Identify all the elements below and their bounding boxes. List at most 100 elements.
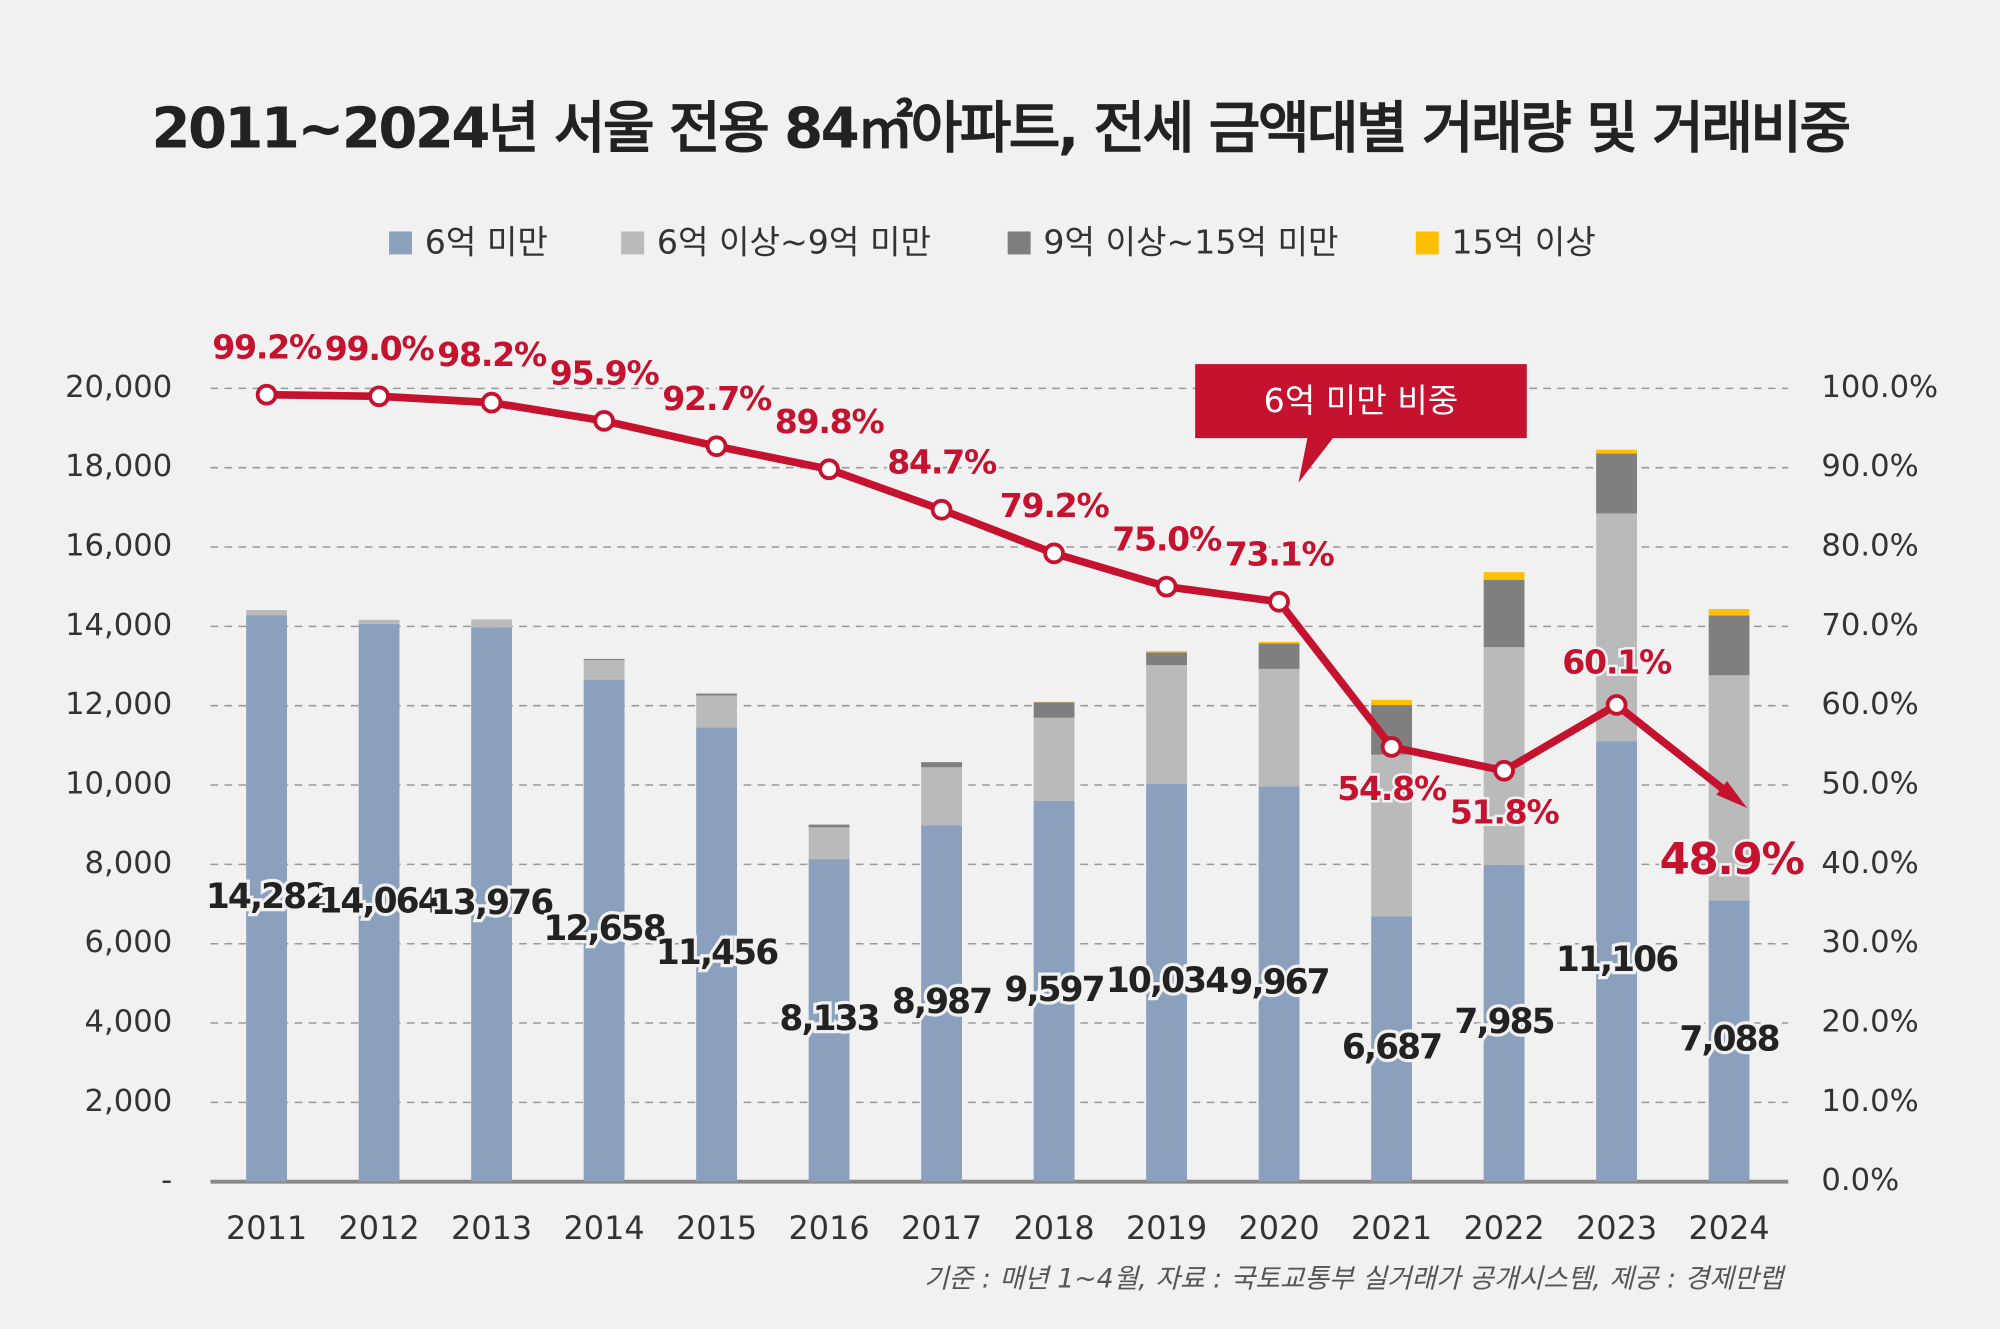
bar-segment [358, 619, 400, 624]
line-value-label: 73.1% [1225, 534, 1335, 573]
value-label: 7,985 [1454, 1002, 1553, 1042]
y-tick-label: 2,000 [85, 1084, 173, 1119]
y2-tick-label: 80.0% [1821, 529, 1918, 564]
line-value-label: 54.8% [1337, 769, 1447, 808]
line-point [705, 435, 728, 458]
line-value-label: 99.0% [325, 329, 435, 368]
y-tick-label: 4,000 [85, 1005, 173, 1040]
line-arrow [1716, 781, 1748, 808]
y2-tick-label: 10.0% [1821, 1084, 1918, 1119]
line-value-label: 98.2% [437, 335, 547, 374]
value-label: 11,456 [656, 933, 778, 973]
callout-text: 6억 미만 비중 [1264, 381, 1459, 420]
y-tick-label: 16,000 [65, 529, 172, 564]
legend-swatch [1415, 231, 1439, 255]
bar-segment [1258, 643, 1300, 669]
x-tick-label: 2020 [1239, 1209, 1320, 1247]
bar-segment [1596, 741, 1637, 1182]
line-value-label: 84.7% [887, 442, 997, 481]
line-point [1493, 759, 1515, 782]
bar-segment [1258, 668, 1300, 787]
y2-tick-label: 90.0% [1821, 449, 1918, 484]
bar-segment [808, 824, 850, 828]
line-point [1605, 694, 1628, 716]
value-label: 6,687 [1342, 1028, 1441, 1068]
y2-tick-label: 60.0% [1821, 687, 1918, 722]
bar-segment [358, 623, 400, 1182]
y2-tick-label: 0.0% [1821, 1163, 1899, 1198]
bar-segment [471, 619, 512, 628]
bar-segment [1146, 783, 1187, 1182]
x-tick-label: 2023 [1576, 1209, 1657, 1247]
bar-segment [471, 627, 512, 1182]
x-tick-label: 2019 [1126, 1209, 1207, 1247]
x-tick-label: 2015 [676, 1209, 757, 1247]
value-label: 9,967 [1229, 963, 1328, 1003]
legend-label: 6억 미만 [425, 223, 548, 262]
bar-segment [921, 825, 962, 1182]
value-label: 14,282 [206, 877, 327, 917]
bar-segment [808, 859, 850, 1182]
y-tick-label: 12,000 [65, 687, 172, 722]
bar-segment [1371, 699, 1412, 706]
chart-title: 2011~2024년 서울 전용 84㎡아파트, 전세 금액대별 거래량 및 거… [151, 97, 1849, 162]
y2-tick-label: 40.0% [1821, 846, 1918, 881]
line-value-label: 48.9% [1660, 835, 1805, 885]
bar-segment [246, 610, 287, 616]
bar-segment [1371, 754, 1412, 917]
value-label: 7,088 [1679, 1020, 1778, 1060]
legend-label: 6억 이상~9억 미만 [657, 223, 931, 262]
legend-label: 9억 이상~15억 미만 [1043, 223, 1338, 262]
x-tick-label: 2013 [451, 1209, 532, 1247]
legend-label: 15억 이상 [1452, 223, 1596, 262]
callout: 6억 미만 비중 [1195, 364, 1527, 483]
line-value-label: 79.2% [1000, 486, 1110, 525]
bar-segment [1483, 579, 1525, 648]
y-tick-label: 14,000 [65, 608, 172, 643]
x-tick-label: 2024 [1689, 1209, 1770, 1247]
y-tick-label: 6,000 [85, 925, 173, 960]
bar-segment [696, 727, 737, 1182]
y-tick-label: 20,000 [65, 370, 172, 405]
legend-swatch [1007, 231, 1031, 255]
line-value-label: 75.0% [1112, 519, 1222, 558]
bar-segment [1483, 572, 1525, 580]
legend-swatch [389, 231, 412, 255]
bar-segment [1596, 449, 1637, 454]
line-value-label: 60.1% [1562, 643, 1672, 682]
bar-segment [1708, 615, 1750, 676]
y2-tick-label: 70.0% [1821, 608, 1918, 643]
line-point [1380, 736, 1403, 758]
value-label: 11,106 [1556, 940, 1678, 980]
y2-tick-label: 30.0% [1821, 925, 1918, 960]
line-value-label: 51.8% [1450, 793, 1560, 832]
value-label: 13,976 [431, 883, 553, 923]
bar-segment [1708, 900, 1750, 1182]
bar-segment [921, 762, 962, 768]
bar-segment [1258, 786, 1300, 1182]
line-point [593, 410, 615, 432]
line-point [255, 383, 278, 406]
line-point [930, 498, 953, 521]
bar-segment [1033, 702, 1075, 718]
bar-segment [1483, 647, 1525, 865]
bar-segment [696, 695, 737, 728]
value-label: 10,034 [1106, 961, 1228, 1001]
bar-segment [246, 615, 287, 1182]
bar-segment [1371, 916, 1412, 1182]
bar-segment [1483, 864, 1525, 1182]
x-tick-label: 2022 [1464, 1209, 1545, 1247]
bar-segment [1146, 651, 1187, 653]
line-value-label: 99.2% [212, 327, 322, 366]
x-tick-label: 2012 [339, 1209, 420, 1247]
line [266, 390, 1732, 797]
bar-segment [1033, 717, 1075, 802]
value-label: 9,597 [1004, 970, 1103, 1010]
bar-segment [921, 767, 962, 826]
y-tick-label: 10,000 [65, 767, 172, 802]
source-note: 기준 : 매년 1~4월, 자료 : 국토교통부 실거래가 공개시스템, 제공 … [924, 1263, 1786, 1294]
bar-segment [583, 660, 625, 680]
